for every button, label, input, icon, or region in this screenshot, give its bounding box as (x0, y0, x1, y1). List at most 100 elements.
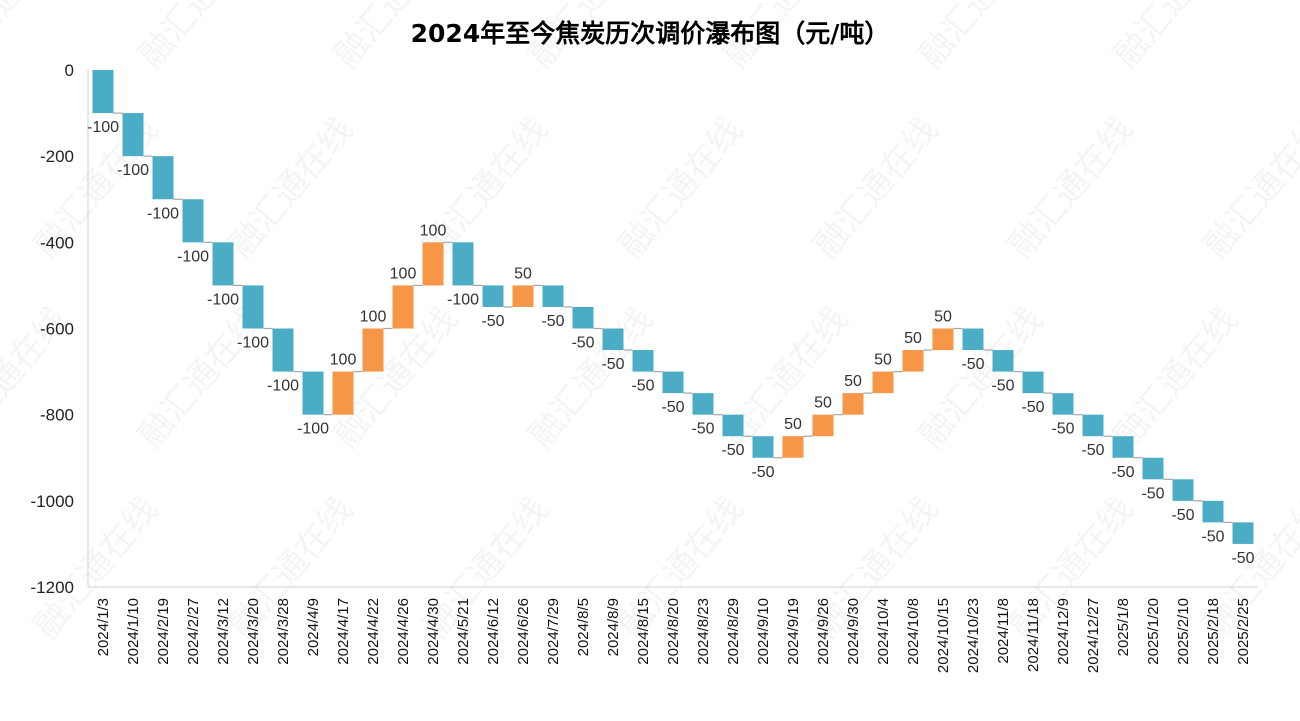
bar-2024-3-12 (212, 242, 234, 286)
x-tick-label: 2024/4/26 (395, 598, 412, 665)
x-tick-label: 2024/4/30 (425, 598, 442, 665)
x-tick-label: 2025/1/20 (1145, 598, 1162, 665)
x-tick-label: 2025/2/25 (1235, 598, 1252, 665)
bar-2024-11-8 (992, 350, 1014, 372)
data-label: -50 (991, 378, 1014, 395)
bar-2024-4-17 (332, 371, 354, 415)
x-tick-label: 2024/4/22 (365, 598, 382, 665)
x-tick-label: 2024/11/8 (995, 598, 1012, 664)
bar-2024-6-12 (482, 285, 504, 307)
data-label: 50 (904, 330, 922, 347)
x-tick-label: 2024/10/23 (965, 598, 982, 673)
bar-2024-10-4 (872, 371, 894, 394)
data-label: -50 (721, 442, 744, 459)
data-label: -100 (267, 378, 299, 395)
data-label: -50 (1141, 485, 1164, 502)
x-tick-label: 2025/2/18 (1205, 598, 1222, 665)
data-label: -100 (87, 119, 119, 136)
watermark-text: 融汇通在线 (1001, 110, 1141, 266)
data-label: -50 (541, 313, 564, 330)
bar-2025-1-20 (1142, 457, 1164, 480)
x-tick-label: 2024/12/9 (1055, 598, 1072, 665)
x-tick-label: 2024/9/19 (785, 598, 802, 665)
x-tick-label: 2024/8/9 (605, 598, 622, 656)
bar-2024-12-9 (1052, 393, 1074, 415)
x-tick-label: 2024/7/29 (545, 598, 562, 665)
x-tick-label: 2024/8/15 (635, 598, 652, 665)
bar-2024-8-23 (692, 393, 714, 415)
data-label: 50 (814, 395, 832, 412)
bar-2024-2-19 (152, 156, 174, 200)
data-label: -100 (207, 291, 239, 308)
y-tick-label: 0 (65, 61, 74, 80)
x-tick-label: 2024/6/26 (515, 598, 532, 665)
bar-2024-4-9 (302, 371, 324, 415)
x-tick-label: 2024/9/10 (755, 598, 772, 665)
data-label: 100 (420, 222, 447, 239)
x-tick-label: 2025/2/10 (1175, 598, 1192, 665)
data-label: -50 (751, 464, 774, 481)
chart-title: 2024年至今焦炭历次调价瀑布图（元/吨） (410, 19, 890, 48)
data-label: -50 (1021, 399, 1044, 416)
x-tick-label: 2024/10/4 (875, 598, 892, 665)
bar-2024-9-10 (752, 436, 774, 458)
bar-2024-11-18 (1022, 371, 1044, 394)
data-label: 100 (330, 352, 357, 369)
watermark-text: 融汇通在线 (806, 110, 946, 266)
bar-2024-8-20 (662, 371, 684, 394)
x-tick-label: 2024/9/30 (845, 598, 862, 665)
x-tick-label: 2024/2/27 (185, 598, 202, 665)
watermark-layer: 融汇通在线 融汇通在线 融汇通在线 融汇通在线 融汇通在线 融汇通在线 融汇通在线融汇通在线… (0, 0, 1300, 646)
data-label: 50 (874, 352, 892, 369)
data-label: -50 (661, 399, 684, 416)
bar-2025-2-18 (1202, 500, 1224, 523)
data-label: -50 (571, 335, 594, 352)
x-tick-label: 2024/1/3 (95, 598, 112, 656)
bar-2024-2-27 (182, 199, 204, 243)
y-tick-label: -200 (40, 147, 74, 166)
data-label: 100 (360, 309, 387, 326)
data-label: -50 (601, 356, 624, 373)
bar-2024-12-27 (1082, 414, 1104, 437)
x-tick-label: 2024/8/5 (575, 598, 592, 656)
x-tick-label: 2024/11/18 (1025, 598, 1042, 672)
x-tick-label: 2024/3/12 (215, 598, 232, 665)
bar-2024-4-26 (392, 285, 414, 329)
bar-2024-1-10 (122, 113, 144, 157)
bar-2024-10-23 (962, 328, 984, 351)
x-tick-label: 2024/3/20 (245, 598, 262, 665)
bar-2024-8-9 (602, 328, 624, 351)
y-tick-label: -600 (40, 320, 74, 339)
y-tick-label: -1000 (31, 492, 74, 511)
y-tick-label: -1200 (31, 578, 74, 597)
bar-2024-3-28 (272, 328, 294, 372)
data-label: -50 (1111, 464, 1134, 481)
watermark-text: 融汇通在线 (1196, 110, 1300, 266)
bar-2024-4-30 (422, 242, 444, 286)
bar-2024-5-21 (452, 242, 474, 286)
bar-2024-10-15 (932, 328, 954, 351)
bar-2024-9-30 (842, 393, 864, 415)
bar-2025-1-8 (1112, 436, 1134, 458)
data-label: -100 (147, 205, 179, 222)
data-label: -100 (237, 335, 269, 352)
bar-2025-2-25 (1232, 522, 1254, 544)
bar-2024-8-5 (572, 306, 594, 329)
x-tick-label: 2024/6/12 (485, 598, 502, 665)
bar-2024-9-26 (812, 414, 834, 437)
x-tick-label: 2024/8/20 (665, 598, 682, 665)
data-label: -50 (691, 421, 714, 438)
bar-2024-9-19 (782, 436, 804, 458)
watermark-text: 融汇通在线 (611, 110, 751, 266)
x-tick-label: 2024/4/9 (305, 598, 322, 656)
y-axis-ticks: 0 -200 -400 -600 -800 -1000 -1200 (31, 61, 74, 597)
x-tick-label: 2024/12/27 (1085, 598, 1102, 673)
x-axis-ticks: 2024/1/3 2024/1/10 2024/2/19 2024/2/27 2024/… (95, 598, 1252, 673)
data-labels: -100 -100 -100 -100 -100 -100 -100 -100 100 100 10… (87, 119, 1255, 567)
data-label: -100 (177, 248, 209, 265)
bar-2024-7-29 (542, 285, 564, 307)
data-label: -50 (1171, 507, 1194, 524)
y-tick-label: -400 (40, 233, 74, 252)
x-tick-label: 2024/2/19 (155, 598, 172, 665)
